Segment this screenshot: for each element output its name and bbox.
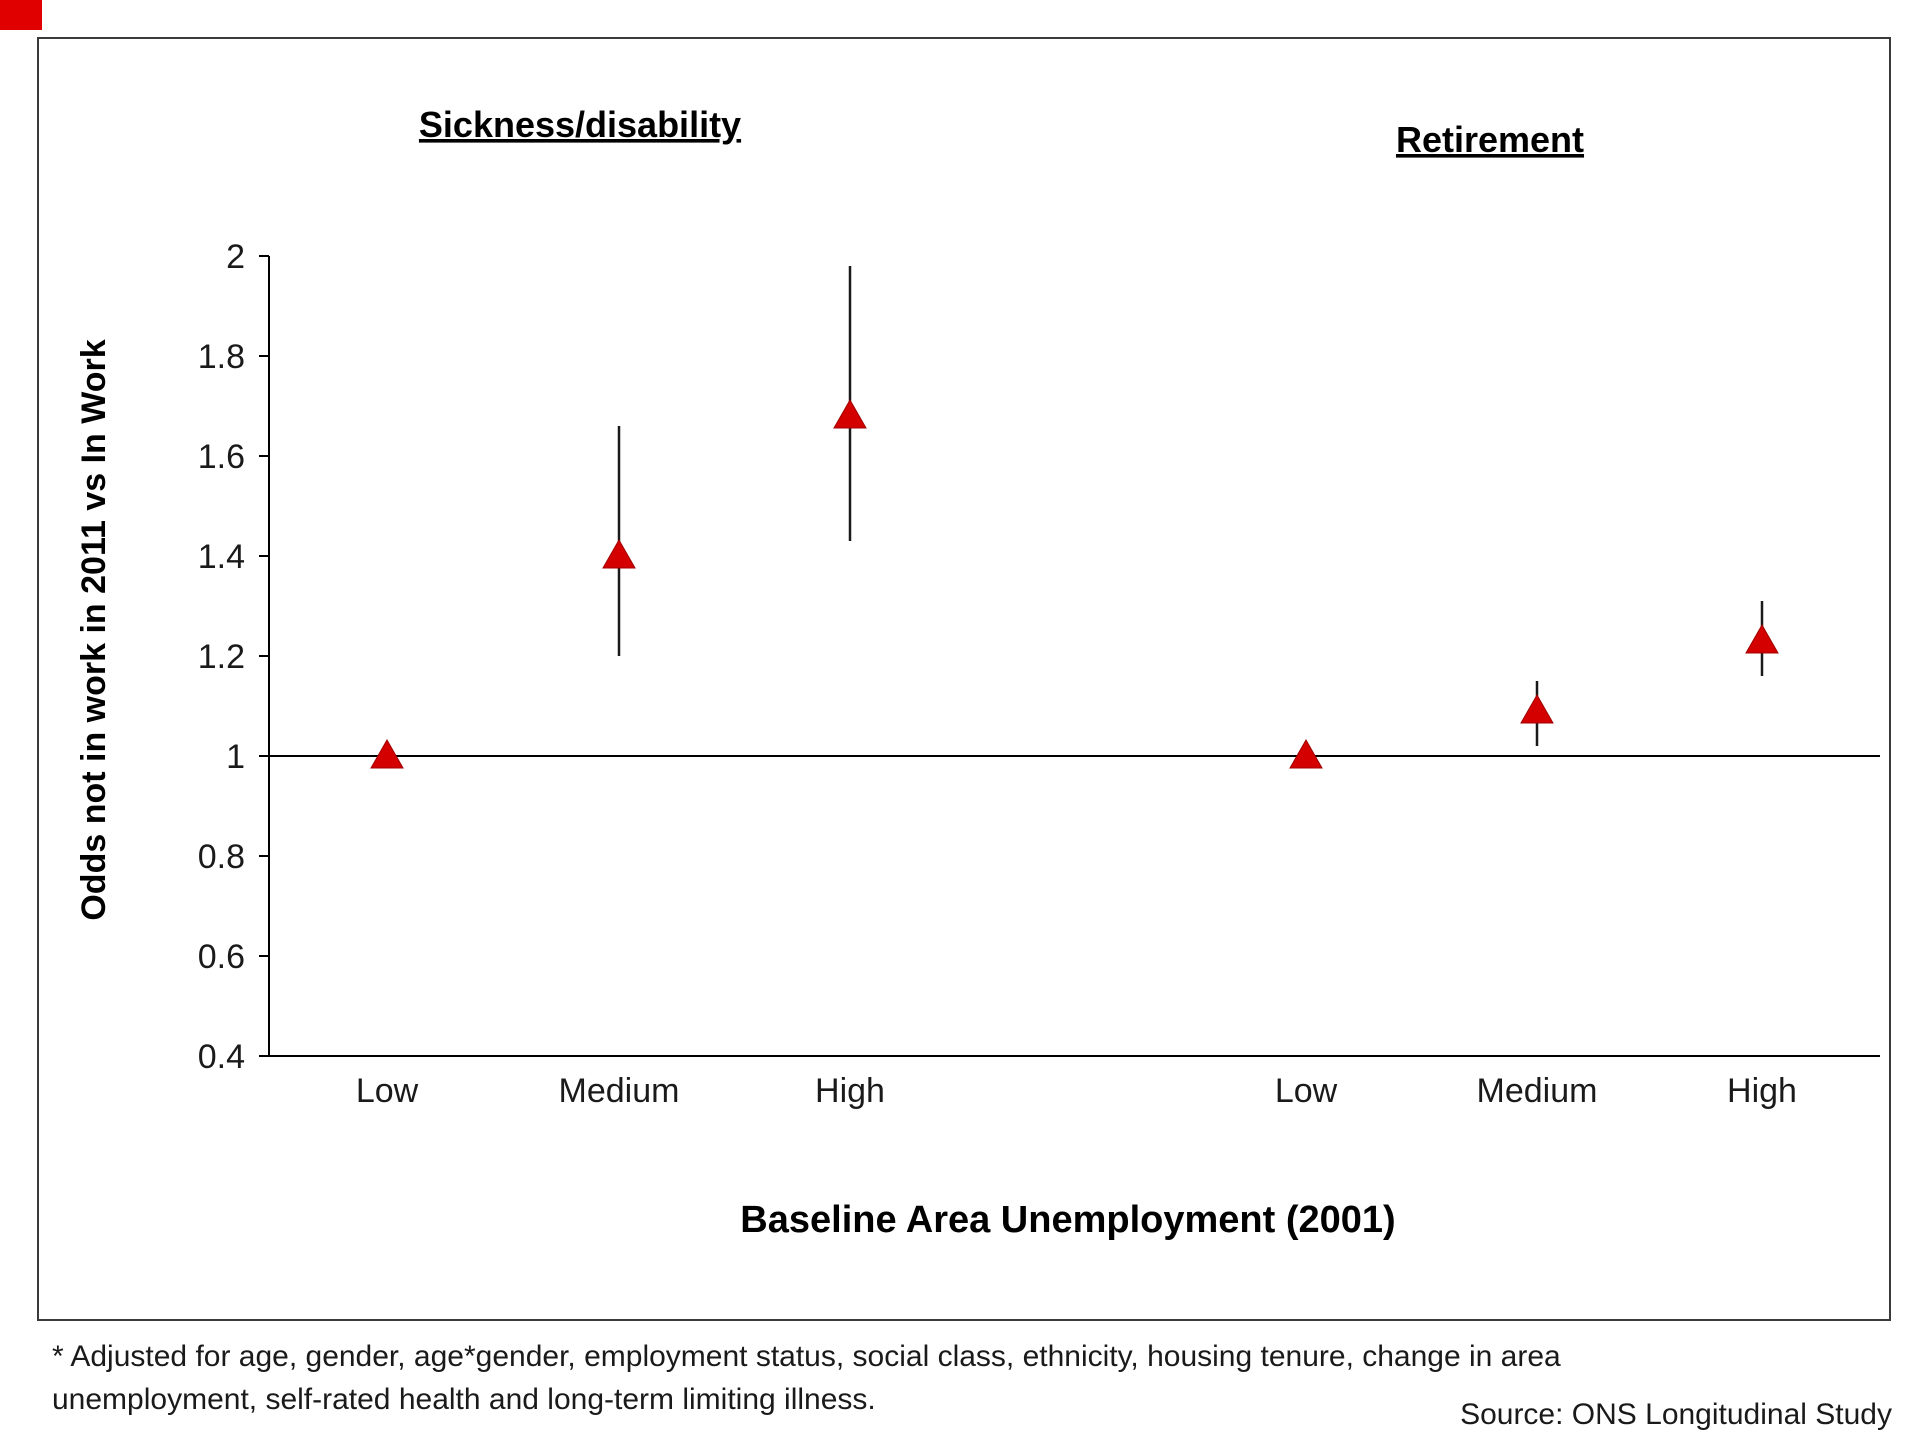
- y-tick-label: 0.4: [198, 1038, 245, 1076]
- x-category-label: High: [815, 1072, 885, 1110]
- x-category-label: Low: [1275, 1072, 1338, 1110]
- y-tick-label: 1.6: [198, 438, 245, 476]
- x-category-label: Medium: [559, 1072, 680, 1110]
- y-tick-label: 0.6: [198, 938, 245, 976]
- source-credit: Source: ONS Longitudinal Study: [1460, 1398, 1892, 1431]
- odds-marker: [1520, 693, 1554, 724]
- panel-title-retirement: Retirement: [1396, 119, 1584, 160]
- odds-marker: [370, 738, 404, 769]
- y-tick-label: 1.2: [198, 638, 245, 676]
- odds-marker: [1745, 623, 1779, 654]
- corner-mark: [0, 0, 42, 30]
- x-category-label: Low: [356, 1072, 419, 1110]
- footnote: * Adjusted for age, gender, age*gender, …: [52, 1340, 1561, 1416]
- x-category-label: Medium: [1477, 1072, 1598, 1110]
- chart-frame: [37, 37, 1891, 1321]
- x-axis-label: Baseline Area Unemployment (2001): [740, 1199, 1395, 1241]
- odds-marker: [602, 538, 636, 569]
- odds-marker: [833, 398, 867, 429]
- panel-title-sickness: Sickness/disability: [419, 104, 741, 145]
- x-category-label: High: [1727, 1072, 1797, 1110]
- y-tick-label: 0.8: [198, 838, 245, 876]
- y-axis-label: Odds not in work in 2011 vs In Work: [75, 339, 113, 920]
- y-tick-label: 1.4: [198, 538, 245, 576]
- y-tick-label: 1.8: [198, 338, 245, 376]
- odds-marker: [1289, 738, 1323, 769]
- y-tick-label: 2: [226, 238, 245, 276]
- y-tick-label: 1: [226, 738, 245, 776]
